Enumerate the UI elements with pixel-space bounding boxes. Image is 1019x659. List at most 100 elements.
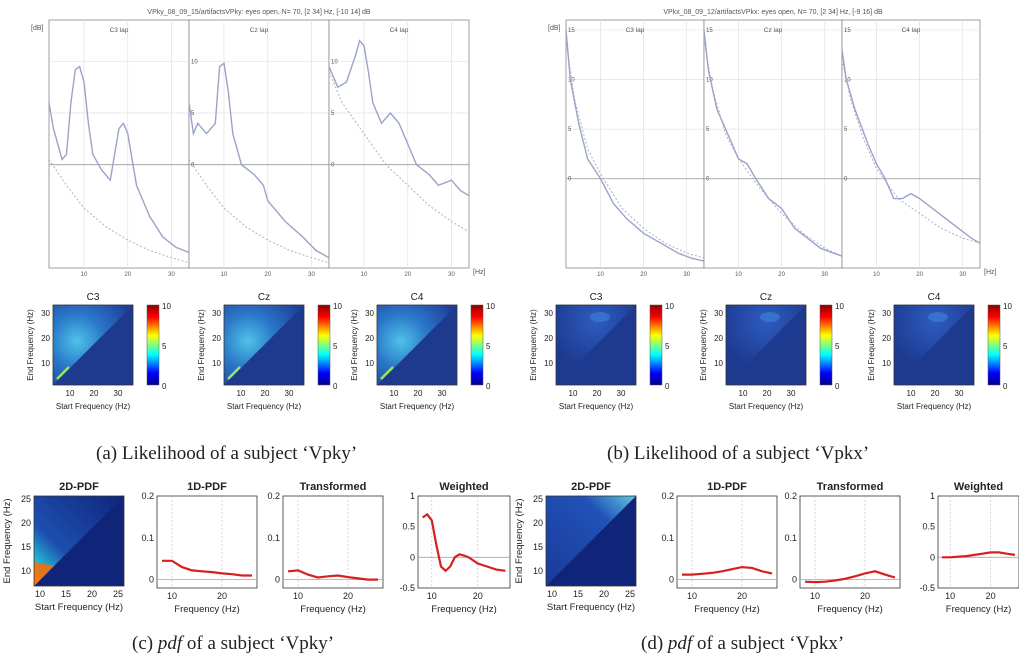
spectrum-xtick-label: 20 — [916, 272, 923, 278]
pdf1d-ytick-label: 0.5 — [922, 522, 935, 532]
heatmap-title: C3 — [87, 292, 100, 303]
heatmap-ytick-label: 20 — [212, 334, 221, 343]
spectrum-ytick-label: 5 — [191, 111, 195, 117]
heatmap-xtick-label: 20 — [90, 389, 99, 398]
pdf1d-series-line — [682, 565, 773, 576]
heatmap-xtick-label: 30 — [955, 389, 964, 398]
pdf1d-xlabel: Frequency (Hz) — [946, 604, 1011, 615]
heatmap-xtick-label: 10 — [569, 389, 578, 398]
pdf1d-xtick-label: 20 — [986, 591, 996, 601]
pdf1d-ytick-label: 0.2 — [141, 491, 154, 501]
pdf1d-ytick-label: 0.2 — [661, 491, 674, 501]
pdf2d-ytick-label: 15 — [533, 542, 543, 552]
pdf2d-ytick-label: 10 — [533, 566, 543, 576]
spectrum-curve — [565, 29, 705, 262]
spectrum-panel — [703, 19, 843, 269]
pdf1d-xtick-label: 20 — [860, 591, 870, 601]
spectrum-xtick-label: 30 — [821, 272, 828, 278]
heatmap-ytick-label: 10 — [212, 359, 221, 368]
caption-a: (a) Likelihood of a subject ‘Vpky’ — [96, 443, 357, 465]
spectrum-xtick-label: 30 — [683, 272, 690, 278]
spectrum-ytick-label: 5 — [331, 111, 335, 117]
pdf2d-frame — [545, 495, 637, 587]
spectrum-xtick-label: 10 — [735, 272, 742, 278]
spectrum-yunit: [dB] — [548, 25, 561, 32]
spectrum-panel — [48, 19, 190, 269]
heatmap-ytick-label: 30 — [544, 309, 553, 318]
pdf1d-ytick-label: 0 — [275, 575, 280, 585]
pdf1d-ytick-label: 0.1 — [661, 533, 674, 543]
spectrum-ytick-label: 15 — [568, 28, 575, 34]
spectrum-xtick-label: 20 — [404, 272, 411, 278]
heatmap-xlabel: Start Frequency (Hz) — [380, 402, 455, 411]
heatmap-diagonal-peak — [56, 366, 70, 380]
caption-d-text: of a subject ‘Vpkx’ — [692, 633, 845, 654]
spectrum-fit-line — [188, 159, 330, 264]
heatmap-layer: C3 30 20 10 10 20 30 Start Frequency (Hz) End Fr… — [26, 292, 1012, 411]
pdf2d-ytick-label: 20 — [21, 518, 31, 528]
heatmap-xtick-label: 10 — [390, 389, 399, 398]
spectrum-panel-label: C4 lap — [390, 27, 409, 34]
pdf2d-ytick-label: 20 — [533, 518, 543, 528]
pdf1d-xtick-label: 20 — [217, 591, 227, 601]
colorbar-tick-label: 10 — [1003, 302, 1012, 311]
pdf2d-xtick-label: 15 — [573, 589, 583, 599]
caption-d: (d) pdf of a subject ‘Vpkx’ — [641, 633, 844, 655]
colorbar-tick-label: 0 — [665, 382, 670, 391]
pdf1d-xtick-label: 10 — [810, 591, 820, 601]
heatmap-xtick-label: 20 — [763, 389, 772, 398]
pdf1d-frame — [799, 495, 901, 589]
heatmap-xtick-label: 10 — [66, 389, 75, 398]
pdf1d-series-line — [287, 569, 378, 581]
pdf1d-ytick-label: -0.5 — [919, 583, 935, 593]
colorbar-tick-label: 5 — [835, 342, 840, 351]
pdf2d-xtick-label: 10 — [35, 589, 45, 599]
heatmap-xlabel: Start Frequency (Hz) — [897, 402, 972, 411]
colorbar-tick-label: 0 — [162, 382, 167, 391]
spectrum-xtick-label: 20 — [640, 272, 647, 278]
pdf1d-frame — [937, 495, 1019, 589]
heatmap-frame — [725, 304, 807, 386]
pdf2d-triangle — [34, 496, 124, 586]
heatmap-ytick-label: 10 — [544, 359, 553, 368]
spectrum-ytick-label: 15 — [844, 28, 851, 34]
heatmap-triangle — [556, 305, 636, 385]
spectrum-ytick-label: 0 — [331, 163, 335, 169]
colorbar-tick-label: 5 — [333, 342, 338, 351]
spectrum-curve — [328, 39, 470, 197]
heatmap-ytick-label: 10 — [41, 359, 50, 368]
colorbar-tick-label: 10 — [333, 302, 342, 311]
pdf2d-xlabel: Start Frequency (Hz) — [35, 602, 123, 613]
caption-c: (c) pdf of a subject ‘Vpky’ — [132, 633, 334, 655]
spectrum-panel — [188, 19, 330, 269]
heatmap-hotspot — [928, 312, 948, 322]
spectrum-ytick-label: 5 — [706, 127, 710, 133]
heatmap-title: Cz — [258, 292, 270, 303]
colorbar-tick-label: 5 — [1003, 342, 1008, 351]
pdf1d-ytick-label: 0 — [930, 552, 935, 562]
spectrum-ytick-label: 0 — [706, 177, 710, 183]
heatmap-xlabel: Start Frequency (Hz) — [56, 402, 131, 411]
heatmap-title: C4 — [928, 292, 941, 303]
colorbar-tick-label: 10 — [835, 302, 844, 311]
heatmap-xtick-label: 20 — [261, 389, 270, 398]
heatmap-colorbar — [470, 304, 484, 386]
caption-d-em: pdf — [667, 633, 693, 654]
heatmap-ytick-label: 30 — [212, 309, 221, 318]
heatmap-title: Cz — [760, 292, 772, 303]
pdf1d-title: Weighted — [439, 481, 488, 493]
pdf1d-ytick-label: 0.2 — [267, 491, 280, 501]
pdf2d-frame — [33, 495, 125, 587]
pdf2d-ytick-label: 15 — [21, 542, 31, 552]
colorbar-tick-label: 0 — [486, 382, 491, 391]
pdf1d-series-line — [162, 559, 252, 577]
colorbar-tick-label: 10 — [162, 302, 171, 311]
heatmap-frame — [893, 304, 975, 386]
pdf2d-ytick-label: 10 — [21, 566, 31, 576]
heatmap-xtick-label: 20 — [931, 389, 940, 398]
spectrum-ytick-label: 10 — [706, 78, 713, 84]
heatmap-xtick-label: 20 — [593, 389, 602, 398]
colorbar-tick-label: 10 — [665, 302, 674, 311]
pdf2d-xtick-label: 15 — [61, 589, 71, 599]
heatmap-triangle — [224, 305, 304, 385]
